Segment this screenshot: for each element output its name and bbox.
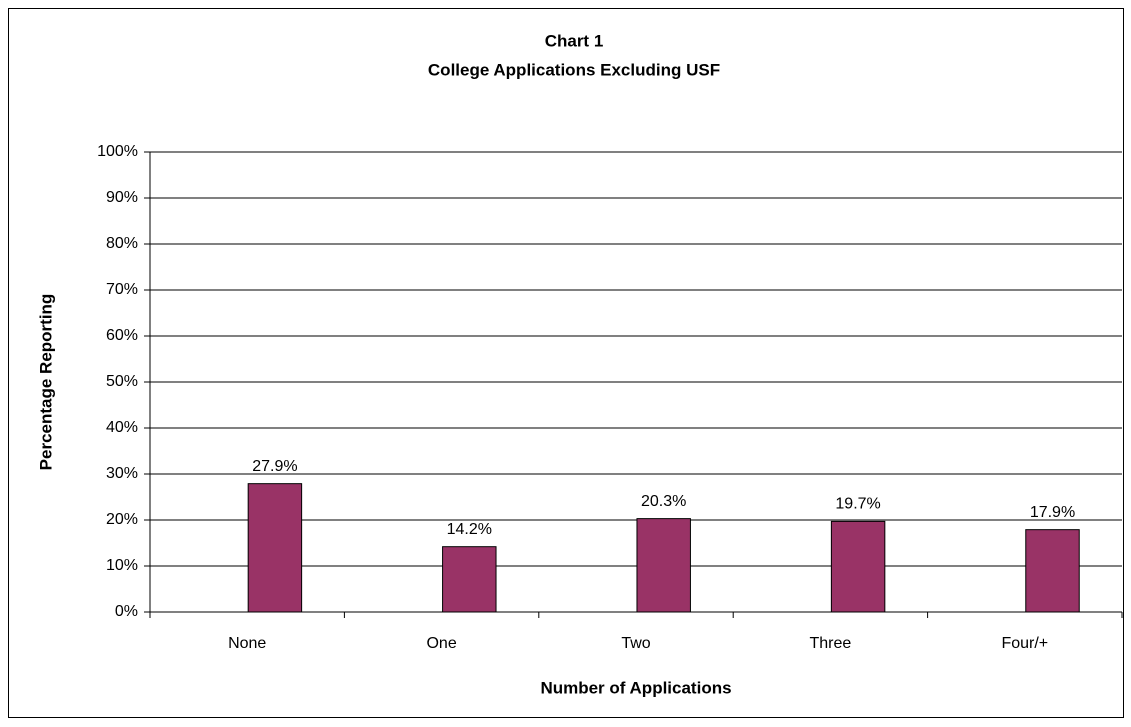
y-tick-label: 70% [106, 281, 138, 298]
data-label: 14.2% [447, 521, 492, 538]
y-tick-label: 40% [106, 419, 138, 436]
y-tick-label: 50% [106, 373, 138, 390]
bar [636, 518, 691, 613]
x-tick-label: Four/+ [1001, 635, 1048, 652]
data-label: 27.9% [252, 458, 297, 475]
y-tick-label: 0% [115, 603, 138, 620]
x-axis-label: Number of Applications [540, 678, 731, 697]
bar [442, 546, 497, 613]
data-label: 19.7% [835, 496, 880, 513]
chart-subtitle: College Applications Excluding USF [428, 60, 720, 79]
x-tick-label: Three [810, 635, 852, 652]
y-tick-label: 100% [97, 143, 138, 160]
data-label: 20.3% [641, 493, 686, 510]
bar [830, 520, 886, 613]
y-axis-label: Percentage Reporting [36, 294, 55, 471]
x-tick-label: None [228, 635, 266, 652]
chart-frame [8, 8, 1124, 718]
bar [247, 483, 303, 613]
y-tick-label: 90% [106, 189, 138, 206]
x-tick-label: Two [621, 635, 650, 652]
chart-title: Chart 1 [545, 31, 604, 50]
y-tick-label: 30% [106, 465, 138, 482]
y-tick-label: 10% [106, 557, 138, 574]
y-tick-label: 60% [106, 327, 138, 344]
data-label: 17.9% [1030, 504, 1075, 521]
x-tick-label: One [426, 635, 456, 652]
bar [1025, 529, 1080, 613]
y-tick-label: 80% [106, 235, 138, 252]
y-tick-label: 20% [106, 511, 138, 528]
